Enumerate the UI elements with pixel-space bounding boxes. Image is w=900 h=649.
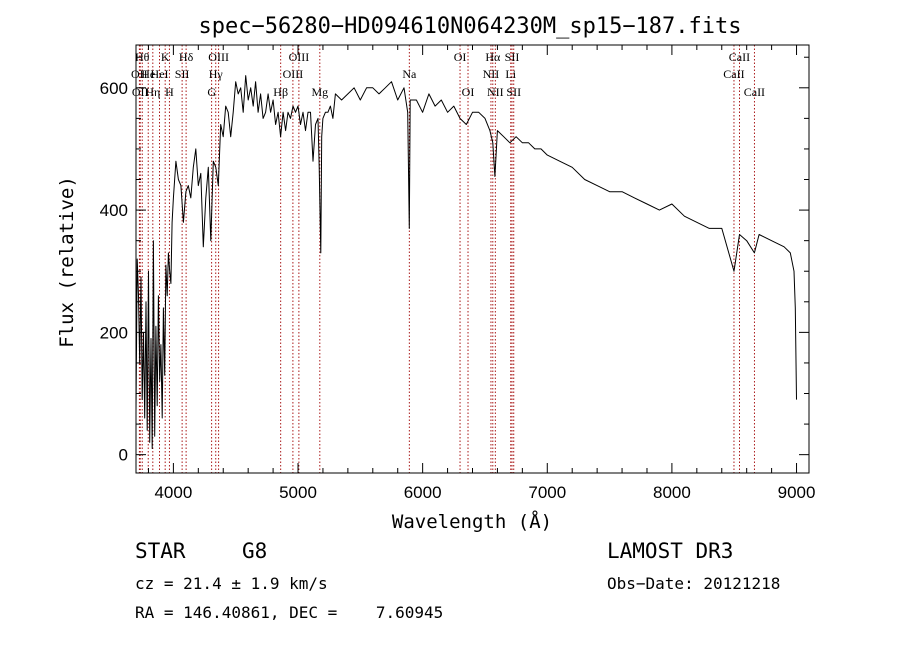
y-tick-label: 600 — [100, 79, 128, 98]
line-label: Hγ — [209, 67, 224, 81]
x-axis-label: Wavelength (Å) — [392, 510, 552, 533]
line-label: SII — [505, 50, 520, 64]
y-axis-label: Flux (relative) — [56, 176, 78, 348]
x-tick-label: 8000 — [653, 483, 691, 502]
plot-frame — [135, 44, 810, 474]
survey-label: LAMOST DR3 — [607, 539, 734, 563]
line-label: HeI — [151, 67, 169, 81]
obs-date-text: Obs−Date: 20121218 — [607, 574, 781, 593]
line-label: CaII — [744, 85, 765, 99]
line-label: CaII — [729, 50, 750, 64]
line-label: OII — [132, 85, 149, 99]
object-subclass: G8 — [242, 539, 268, 563]
x-tick-label: 5000 — [279, 483, 317, 502]
line-label: Hδ — [179, 50, 194, 64]
line-label: G — [207, 85, 216, 99]
line-label: H — [165, 85, 174, 99]
line-label: OI — [454, 50, 467, 64]
line-label: NII — [487, 85, 504, 99]
y-tick-label: 200 — [100, 323, 128, 342]
x-tick-label: 4000 — [154, 483, 192, 502]
line-label: Hα — [485, 50, 501, 64]
line-label: Li — [505, 67, 516, 81]
x-tick-label: 9000 — [778, 483, 816, 502]
line-markers — [138, 45, 755, 473]
axes — [135, 44, 810, 474]
line-label: He — [141, 67, 155, 81]
line-label: Hη — [145, 85, 160, 99]
line-label: SII — [175, 67, 190, 81]
line-label: NII — [483, 67, 500, 81]
x-tick-label: 6000 — [404, 483, 442, 502]
line-label: OII — [131, 67, 148, 81]
y-tick-label: 400 — [100, 201, 128, 220]
line-label: Mg — [311, 85, 328, 99]
y-tick-label: 0 — [119, 446, 128, 465]
coordinates-text: RA = 146.40861, DEC = 7.60945 — [135, 603, 444, 622]
line-labels: OIIOIIHθHeHηHeIKHSIIHδGHγOIIIHβOIIIOIIIM… — [131, 50, 765, 99]
line-label: Hθ — [135, 50, 150, 64]
line-label: OIII — [208, 50, 229, 64]
line-label: Na — [402, 67, 417, 81]
spectrum-line — [135, 75, 797, 449]
ticks: 4000 5000 6000 7000 8000 9000 0 200 400 600 — [100, 45, 816, 502]
chart-title: spec−56280−HD094610N064230M_sp15−187.fit… — [198, 14, 741, 39]
x-tick-label: 7000 — [528, 483, 566, 502]
line-label: K — [161, 50, 170, 64]
line-label: OIII — [289, 50, 310, 64]
line-label: OIII — [283, 67, 304, 81]
spectrum-series — [135, 75, 797, 449]
line-label: Hβ — [273, 85, 288, 99]
line-label: SII — [506, 85, 521, 99]
line-label: CaII — [723, 67, 744, 81]
redshift-text: cz = 21.4 ± 1.9 km/s — [135, 574, 328, 593]
line-label: OI — [462, 85, 475, 99]
object-class: STAR — [135, 539, 186, 563]
